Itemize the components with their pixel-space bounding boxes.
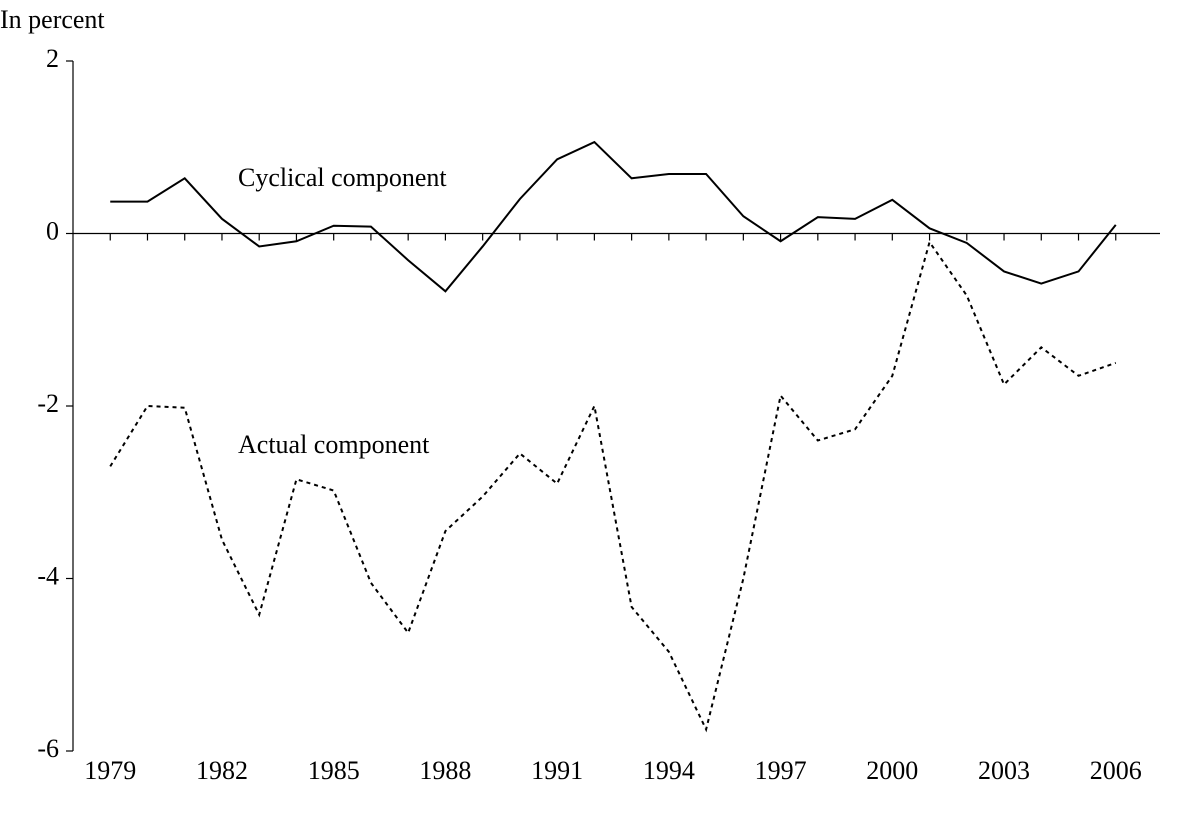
x-tick-label: 2000 bbox=[866, 756, 918, 785]
x-tick-label: 1979 bbox=[84, 756, 136, 785]
x-tick-label: 1982 bbox=[196, 756, 248, 785]
y-tick-label: -4 bbox=[37, 561, 59, 590]
x-tick-label: 1991 bbox=[531, 756, 583, 785]
line-series bbox=[110, 140, 1117, 293]
x-tick-label: 1988 bbox=[419, 756, 471, 785]
series-label: Actual component bbox=[238, 430, 430, 459]
y-axis-label: In percent bbox=[0, 5, 105, 34]
series-label: Cyclical component bbox=[238, 163, 447, 192]
x-tick-label: 2006 bbox=[1090, 756, 1142, 785]
x-tick-label: 1997 bbox=[755, 756, 807, 785]
line-series bbox=[109, 239, 1117, 733]
x-tick-label: 1985 bbox=[308, 756, 360, 785]
y-tick-label: 0 bbox=[46, 216, 59, 245]
x-tick-label: 1994 bbox=[643, 756, 695, 785]
x-tick-label: 2003 bbox=[978, 756, 1030, 785]
y-tick-label: 2 bbox=[46, 44, 59, 73]
y-tick-label: -6 bbox=[37, 734, 59, 763]
y-tick-label: -2 bbox=[37, 389, 59, 418]
